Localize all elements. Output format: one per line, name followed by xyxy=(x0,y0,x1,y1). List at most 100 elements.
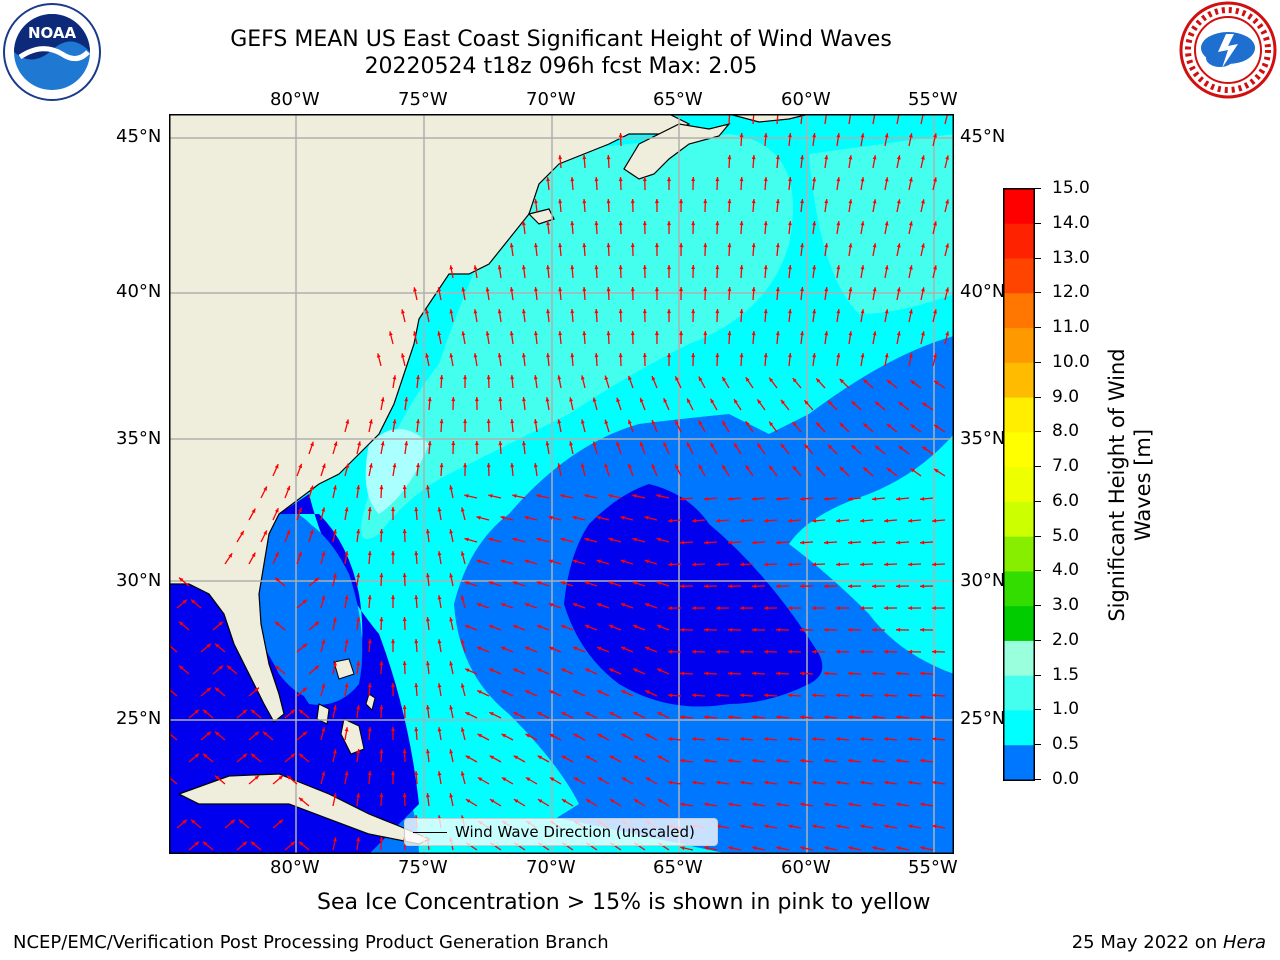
wave-direction-arrowhead xyxy=(668,693,673,698)
lat-label-left-40n: 40°N xyxy=(116,281,162,302)
wave-direction-arrowhead xyxy=(804,444,809,449)
wave-direction-arrowhead xyxy=(739,309,744,314)
wave-direction-arrowhead xyxy=(609,712,614,716)
wave-direction-arrowhead xyxy=(321,507,326,512)
wave-direction-arrowhead xyxy=(473,353,478,358)
wave-direction-arrow xyxy=(169,732,178,741)
wave-direction-arrowhead xyxy=(727,331,732,336)
wave-direction-arrowhead xyxy=(740,737,745,741)
wave-direction-arrowhead xyxy=(932,518,937,523)
wave-direction-arrowhead xyxy=(379,617,384,622)
footer-credit: NCEP/EMC/Verification Post Processing Pr… xyxy=(13,932,609,953)
wave-direction-arrowhead xyxy=(691,309,696,314)
wave-direction-arrowhead xyxy=(667,353,671,358)
wave-direction-arrowhead xyxy=(896,287,901,292)
wave-direction-arrowhead xyxy=(356,705,361,710)
wave-direction-arrowhead xyxy=(299,797,304,802)
wave-direction-arrowhead xyxy=(616,397,621,403)
wave-direction-arrowhead xyxy=(788,177,792,182)
wave-direction-arrowhead xyxy=(908,309,913,314)
wave-direction-arrowhead xyxy=(921,199,925,204)
wave-direction-arrowhead xyxy=(740,824,745,829)
wave-direction-arrowhead xyxy=(509,287,514,292)
wave-direction-arrowhead xyxy=(427,441,432,446)
wave-direction-arrowhead xyxy=(513,799,519,803)
wave-direction-arrowhead xyxy=(416,463,420,468)
wave-direction-arrowhead xyxy=(827,400,833,405)
wave-direction-arrowhead xyxy=(449,485,454,490)
wave-direction-arrowhead xyxy=(437,331,442,336)
title-line-1: GEFS MEAN US East Coast Significant Heig… xyxy=(230,27,892,52)
colorbar-tick-label: 10.0 xyxy=(1052,351,1090,372)
lon-label-bottom-75w: 75°W xyxy=(398,857,448,878)
lat-label-right-45n: 45°N xyxy=(960,126,1006,147)
wave-direction-arrowhead xyxy=(278,819,283,824)
wave-direction-arrowhead xyxy=(728,802,733,807)
wave-direction-arrowhead xyxy=(298,551,302,557)
land-bahamas-3 xyxy=(316,703,330,725)
wave-direction-arrowhead xyxy=(896,758,901,763)
wave-direction-arrowhead xyxy=(788,133,792,138)
wave-direction-arrowhead xyxy=(884,221,889,226)
wave-direction-arrowhead xyxy=(763,221,768,226)
wave-direction-arrowhead xyxy=(764,562,769,567)
wave-direction-arrowhead xyxy=(465,668,470,673)
wave-direction-arrowhead xyxy=(872,497,877,501)
wave-direction-arrowhead xyxy=(416,419,420,424)
wave-direction-arrowhead xyxy=(451,397,456,402)
wave-direction-arrowhead xyxy=(860,177,865,182)
lat-label-right-25n: 25°N xyxy=(960,708,1006,729)
wave-direction-arrowhead xyxy=(812,562,817,567)
nws-logo xyxy=(1179,1,1277,99)
colorbar-tick-mark xyxy=(1035,361,1041,363)
wave-direction-arrowhead xyxy=(573,646,578,651)
wave-direction-arrowhead xyxy=(582,199,587,204)
wave-direction-arrowhead xyxy=(860,824,865,829)
wave-direction-arrowhead xyxy=(932,737,937,741)
wave-direction-arrowhead xyxy=(645,646,650,651)
wave-direction-arrowhead xyxy=(263,530,267,535)
wave-direction-arrowhead xyxy=(764,606,769,610)
lat-label-right-40n: 40°N xyxy=(960,281,1006,302)
wave-direction-arrowhead xyxy=(618,265,623,270)
wave-direction-arrowhead xyxy=(582,243,587,248)
wave-direction-arrowhead xyxy=(692,562,697,567)
colorbar-tick-label: 3.0 xyxy=(1052,595,1080,616)
wave-direction-arrowhead xyxy=(788,693,793,698)
wave-direction-arrowhead xyxy=(488,581,494,585)
title-line-2: 20220524 t18z 096h fcst Max: 2.05 xyxy=(364,54,758,79)
wave-direction-arrowhead xyxy=(703,243,708,248)
wave-direction-arrowhead xyxy=(898,446,904,451)
wave-direction-arrowhead xyxy=(451,441,456,446)
wave-direction-arrowhead xyxy=(333,837,337,842)
wave-direction-arrowhead xyxy=(836,737,841,741)
wave-direction-arrowhead xyxy=(875,445,880,450)
wave-direction-arrowhead xyxy=(757,399,762,404)
wave-direction-arrowhead xyxy=(656,625,662,629)
wave-direction-arrowhead xyxy=(824,540,829,545)
wave-direction-arrowhead xyxy=(489,668,494,673)
wave-direction-arrowhead xyxy=(848,758,853,763)
wave-direction-arrowhead xyxy=(715,265,720,270)
wave-direction-arrowhead xyxy=(800,199,804,204)
wave-direction-arrowhead xyxy=(402,793,407,798)
ocean-blue-southwest xyxy=(279,514,363,705)
wave-direction-arrowhead xyxy=(620,559,625,564)
wave-direction-arrowhead xyxy=(449,793,454,798)
wave-direction-arrowhead xyxy=(344,639,349,644)
wave-direction-arrowhead xyxy=(848,846,853,851)
wave-direction-arrowhead xyxy=(792,378,797,383)
wave-direction-arrowhead xyxy=(908,353,913,358)
wave-direction-arrowhead xyxy=(691,221,696,226)
colorbar-title-line-2: Waves [m] xyxy=(1131,428,1155,542)
wave-direction-arrowhead xyxy=(884,649,889,654)
wave-direction-arrowhead xyxy=(414,595,419,600)
wave-direction-arrowhead xyxy=(668,649,673,654)
wave-direction-arrowhead xyxy=(275,665,280,670)
wave-direction-arrowhead xyxy=(824,715,829,720)
wave-direction-arrowhead xyxy=(751,155,756,160)
wave-direction-arrowhead xyxy=(884,562,889,567)
wave-direction-arrowhead xyxy=(218,665,223,670)
wave-direction-arrowhead xyxy=(816,422,821,427)
wave-direction-arrowhead xyxy=(416,375,420,380)
